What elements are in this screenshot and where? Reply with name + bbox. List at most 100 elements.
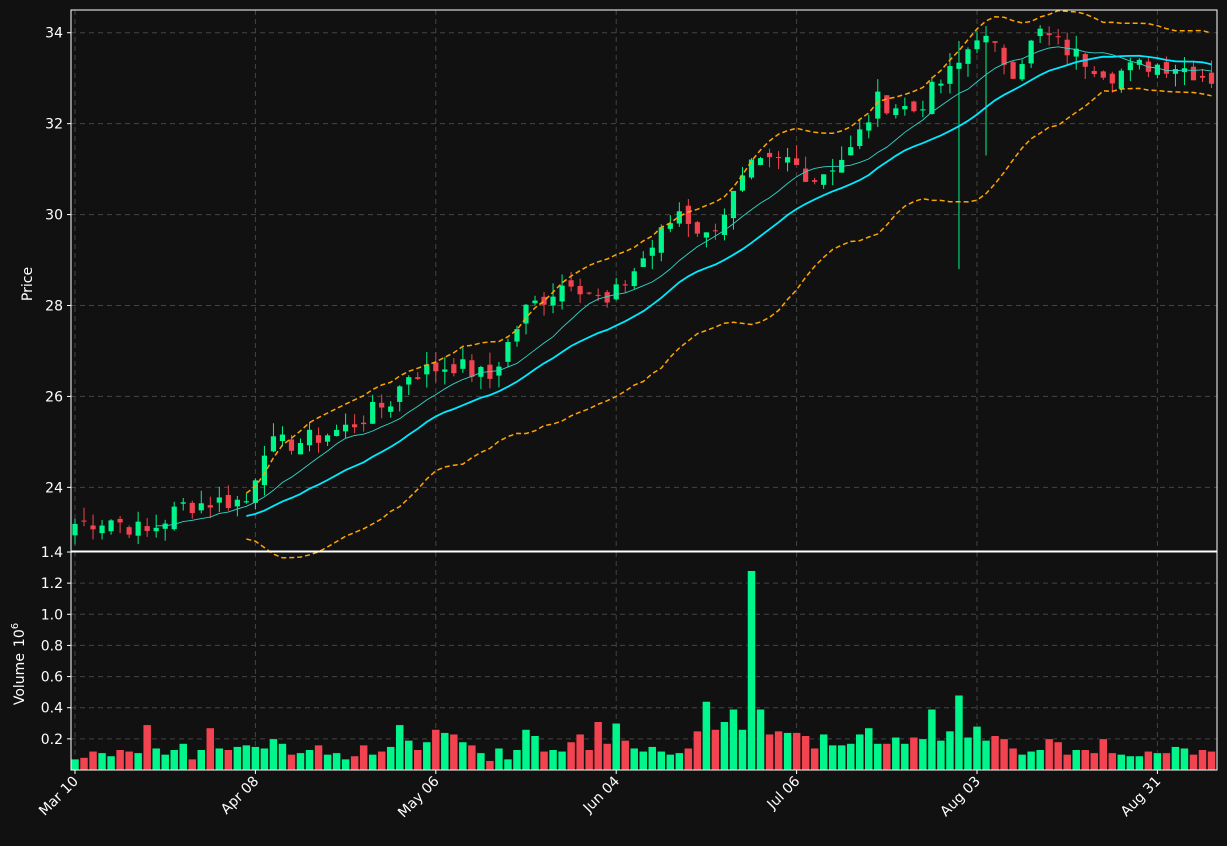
volume-bar <box>639 751 648 771</box>
volume-bar <box>702 701 711 771</box>
candle-body <box>875 91 881 119</box>
candle-body <box>884 95 890 114</box>
volume-bar <box>485 760 495 771</box>
volume-bar <box>215 747 224 771</box>
candle-body <box>1190 66 1197 81</box>
volume-bar <box>675 752 684 771</box>
candle-body <box>234 499 240 507</box>
candle-body <box>108 520 114 532</box>
candle-body <box>739 175 746 191</box>
candle-body <box>830 170 836 172</box>
candle-body <box>559 285 565 302</box>
volume-axis-scale-exponent: 6 <box>10 623 21 629</box>
candle-body <box>81 520 87 522</box>
candle-body <box>956 62 962 69</box>
candle-body <box>306 429 313 446</box>
price-tick-label: 32 <box>45 117 63 133</box>
volume-bar <box>593 721 603 771</box>
volume-bar <box>981 740 991 771</box>
candle-body <box>794 158 800 165</box>
volume-bar <box>882 743 892 771</box>
candle-body <box>613 284 619 300</box>
volume-bar <box>287 754 296 771</box>
volume-bar <box>458 741 468 771</box>
candle-body <box>568 280 574 287</box>
candle-body <box>604 292 610 303</box>
candle-body <box>622 284 628 286</box>
moving-average-fast <box>156 46 1212 527</box>
volume-bar <box>512 749 522 771</box>
candle-body <box>866 122 872 131</box>
volume-bar <box>269 738 278 771</box>
volume-bar <box>747 570 756 771</box>
volume-bar <box>160 754 170 771</box>
volume-bar <box>539 751 549 771</box>
candle-body <box>1001 47 1007 65</box>
volume-bar <box>765 733 774 771</box>
volume-bar <box>711 729 720 771</box>
candle-body <box>703 232 709 238</box>
candle-body <box>550 296 556 306</box>
volume-bar <box>233 746 242 771</box>
volume-bar <box>729 709 738 771</box>
volume-bar <box>945 730 955 771</box>
candle-body <box>821 174 827 185</box>
candle-body <box>1154 64 1160 75</box>
candle-body <box>902 105 908 110</box>
candle-body <box>685 205 691 224</box>
volume-bar <box>323 754 332 771</box>
price-tick-label: 28 <box>45 299 63 315</box>
candle-body <box>640 258 646 267</box>
candle-body <box>189 502 195 514</box>
volume-bar <box>359 744 368 771</box>
candle-body <box>1100 71 1106 78</box>
candle-body <box>658 227 664 253</box>
price-panel-frame <box>70 9 1218 552</box>
candle-body <box>649 247 655 256</box>
volume-bar <box>1090 752 1099 771</box>
volume-bar <box>449 733 459 771</box>
volume-bar <box>972 726 982 771</box>
volume-bar <box>169 749 179 771</box>
candle-body <box>216 497 222 503</box>
candle-body <box>243 501 249 503</box>
candle-body <box>333 429 340 437</box>
candle-body <box>694 222 700 234</box>
volume-bar <box>575 733 585 771</box>
candle-body <box>857 129 863 147</box>
candle-body <box>90 525 96 530</box>
volume-bar <box>1189 754 1198 771</box>
volume-bar <box>151 747 161 771</box>
candle-body <box>676 211 682 224</box>
volume-bar <box>188 758 197 771</box>
candle-body <box>1055 36 1061 38</box>
volume-bar <box>1126 755 1135 771</box>
volume-bar <box>395 724 404 771</box>
candle-body <box>126 527 132 535</box>
volume-bar <box>999 738 1009 771</box>
volume-bar <box>1071 749 1081 771</box>
candle-body <box>469 360 475 377</box>
candle-body <box>72 523 78 536</box>
candle-body <box>252 480 258 503</box>
volume-bar <box>467 744 477 771</box>
candle-body <box>207 505 213 508</box>
volume-bar <box>1171 746 1180 771</box>
volume-bar <box>404 740 413 771</box>
volume-bar <box>278 743 287 771</box>
candle-body <box>1109 73 1115 84</box>
volume-bar <box>386 746 395 771</box>
candle-body <box>1127 62 1133 71</box>
candle-body <box>361 422 367 425</box>
volume-bar <box>106 755 116 771</box>
candle-body <box>451 364 457 374</box>
volume-bar <box>97 752 107 771</box>
candle-body <box>721 214 728 235</box>
volume-bar <box>602 743 612 771</box>
volume-bar <box>70 758 80 771</box>
candle-body <box>812 180 818 182</box>
candle-body <box>117 518 123 523</box>
volume-bar <box>305 749 314 771</box>
price-axis-label: Price <box>20 267 36 301</box>
